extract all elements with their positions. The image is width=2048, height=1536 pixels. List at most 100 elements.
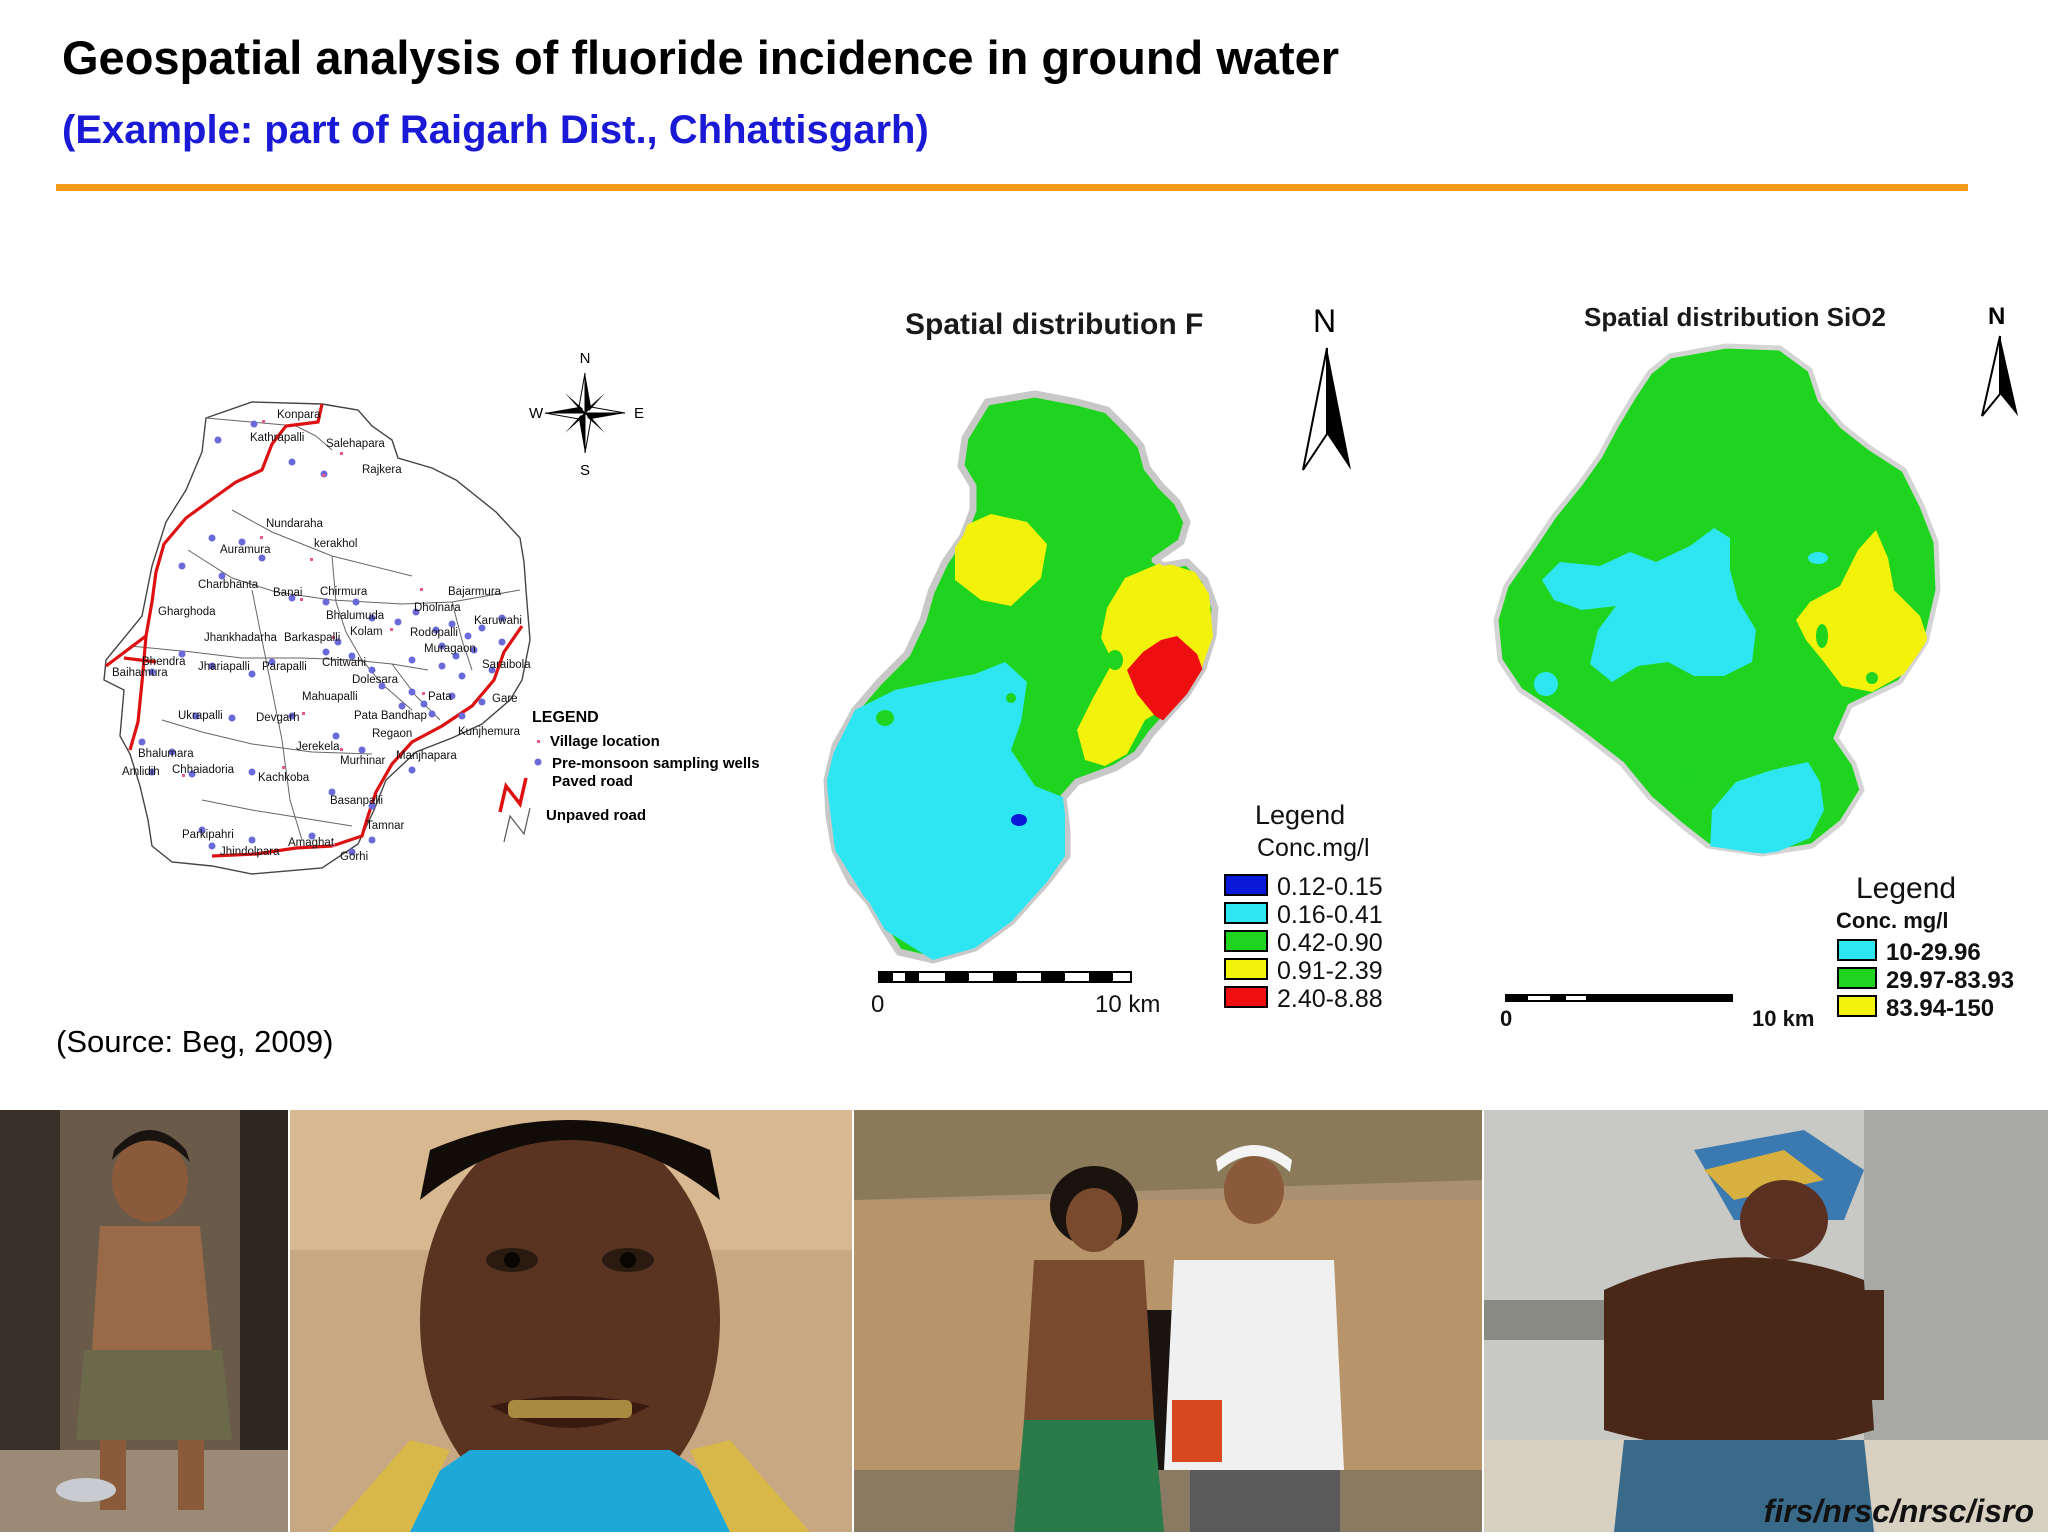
village-label: Rajkera bbox=[362, 464, 402, 476]
village-label: Parapalli bbox=[262, 661, 307, 673]
legend-item: Pre-monsoon sampling wells bbox=[552, 755, 760, 772]
village-label: Charbhanta bbox=[198, 579, 259, 591]
village-label: Chhaiadoria bbox=[172, 764, 235, 776]
fluoride-class-label: 0.42-0.90 bbox=[1277, 929, 1383, 957]
fluoride-class-swatch bbox=[1224, 902, 1268, 924]
photo-villager-with-researcher bbox=[854, 1110, 1482, 1532]
village-labels: Konpara Kathrapalli Salehapara Rajkera N… bbox=[112, 409, 531, 863]
silica-distribution-map: Spatial distribution SiO2 N 0 10 km Lege… bbox=[1493, 302, 2018, 1030]
village-label: Kathrapalli bbox=[250, 432, 304, 444]
village-label: Gharghoda bbox=[158, 606, 216, 618]
village-label: Pata Bandhap bbox=[354, 710, 427, 722]
village-label: Jhankhadarha bbox=[204, 632, 277, 644]
page-subtitle: (Example: part of Raigarh Dist., Chhatti… bbox=[62, 108, 929, 152]
silica-north-label: N bbox=[1988, 303, 2005, 330]
fluoride-class-label: 2.40-8.88 bbox=[1277, 985, 1383, 1013]
north-arrow-icon bbox=[1981, 335, 2018, 417]
compass-rose-icon: N S E W bbox=[529, 350, 644, 479]
village-label: Kachkoba bbox=[258, 772, 310, 784]
paved-roads bbox=[105, 403, 524, 858]
village-points bbox=[182, 420, 425, 847]
village-label: Manjhapara bbox=[396, 750, 457, 762]
compass-east: E bbox=[634, 405, 644, 422]
fluoride-class-label: 0.12-0.15 bbox=[1277, 873, 1383, 901]
village-label: Karuwahi bbox=[474, 615, 522, 627]
village-label: Bajarmura bbox=[448, 586, 502, 598]
village-label: Basanpalli bbox=[330, 795, 383, 807]
village-label: Devgarh bbox=[256, 712, 299, 724]
silica-legend-unit: Conc. mg/l bbox=[1836, 908, 1948, 933]
silica-legend-title: Legend bbox=[1856, 872, 1956, 905]
silica-class-swatch bbox=[1837, 967, 1877, 989]
village-label: Tamnar bbox=[366, 820, 405, 832]
scale-start: 0 bbox=[871, 991, 884, 1018]
silica-class-swatch bbox=[1837, 939, 1877, 961]
legend-item: Unpaved road bbox=[546, 807, 646, 824]
paved-road-swatch bbox=[498, 777, 528, 813]
village-label: Chirmura bbox=[320, 586, 368, 598]
village-label: Gare bbox=[492, 693, 518, 705]
village-label: Muragaon bbox=[424, 643, 476, 655]
fluoride-map-title: Spatial distribution F bbox=[905, 308, 1203, 341]
village-label: Mahuapalli bbox=[302, 691, 358, 703]
unpaved-roads bbox=[129, 417, 521, 841]
fluoride-distribution-map: Spatial distribution F N 0 10 km Legend … bbox=[823, 303, 1383, 1018]
village-label: Rodopalli bbox=[410, 627, 458, 639]
watermark-credit: firs/nrsc/nrsc/isro bbox=[1763, 1493, 2034, 1529]
village-label: Amaghat bbox=[288, 837, 335, 849]
village-label: Bhalumara bbox=[138, 748, 194, 760]
silica-scale-bar: 0 10 km bbox=[1500, 994, 1814, 1030]
village-label: Chitwahi bbox=[322, 657, 366, 669]
photo-child-skeletal-fluorosis bbox=[0, 1110, 288, 1532]
photo-elderly-skeletal-fluorosis bbox=[1484, 1110, 2048, 1532]
fluoride-legend: Legend Conc.mg/l 0.12-0.15 0.16-0.41 0.4… bbox=[1224, 800, 1383, 1013]
header-divider bbox=[56, 184, 1968, 191]
photo-dental-fluorosis bbox=[290, 1110, 852, 1532]
source-citation: (Source: Beg, 2009) bbox=[56, 1024, 334, 1059]
fluoride-class-swatch bbox=[1224, 986, 1268, 1008]
scale-end: 10 km bbox=[1752, 1006, 1814, 1030]
fluoride-class-swatch bbox=[1224, 930, 1268, 952]
legend-item: Village location bbox=[550, 733, 660, 750]
village-map-legend: LEGEND Village location Pre-monsoon samp… bbox=[498, 709, 760, 843]
village-label: Nundaraha bbox=[266, 518, 324, 530]
village-label: Gorhi bbox=[340, 851, 368, 863]
fluoride-legend-title: Legend bbox=[1255, 800, 1345, 830]
village-label: Ukrapalli bbox=[178, 710, 223, 722]
silica-legend: Legend Conc. mg/l 10-29.96 29.97-83.93 8… bbox=[1836, 872, 2014, 1022]
village-location-swatch bbox=[537, 740, 540, 743]
village-road-map: Konpara Kathrapalli Salehapara Rajkera N… bbox=[103, 350, 760, 875]
village-label: Saraibola bbox=[482, 659, 531, 671]
compass-north: N bbox=[580, 350, 591, 367]
village-label: Amlidih bbox=[122, 766, 160, 778]
fluoride-class-label: 0.91-2.39 bbox=[1277, 957, 1383, 985]
silica-map-title: Spatial distribution SiO2 bbox=[1584, 302, 1886, 332]
village-label: Pata bbox=[428, 691, 452, 703]
village-label: kerakhol bbox=[314, 538, 357, 550]
village-label: Barkaspalli bbox=[284, 632, 340, 644]
village-label: Jerekela bbox=[296, 741, 340, 753]
village-label: Baihamura bbox=[112, 667, 168, 679]
village-label: Salehapara bbox=[326, 438, 385, 450]
sampling-well-swatch bbox=[534, 758, 542, 766]
fluoride-zones bbox=[827, 514, 1213, 960]
fluoride-north-label: N bbox=[1313, 303, 1336, 339]
village-label: Auramura bbox=[220, 544, 271, 556]
legend-title: LEGEND bbox=[532, 709, 599, 726]
silica-class-label: 29.97-83.93 bbox=[1886, 967, 2014, 994]
village-label: Bhalumuda bbox=[326, 610, 385, 622]
village-label: Regaon bbox=[372, 728, 412, 740]
village-label: Parkipahri bbox=[182, 829, 234, 841]
village-label: Jhindolpara bbox=[220, 846, 280, 858]
village-label: Jhariapalli bbox=[198, 661, 250, 673]
fluoride-legend-unit: Conc.mg/l bbox=[1257, 834, 1370, 862]
unpaved-road-swatch bbox=[503, 807, 531, 843]
village-label: Konpara bbox=[277, 409, 321, 421]
village-label: Banai bbox=[273, 587, 302, 599]
village-label: Bhendra bbox=[142, 656, 186, 668]
legend-item: Paved road bbox=[552, 773, 633, 790]
compass-west: W bbox=[529, 405, 544, 422]
village-label: Kunjhemura bbox=[458, 726, 521, 738]
village-label: Dolesara bbox=[352, 674, 399, 686]
silica-class-swatch bbox=[1837, 995, 1877, 1017]
